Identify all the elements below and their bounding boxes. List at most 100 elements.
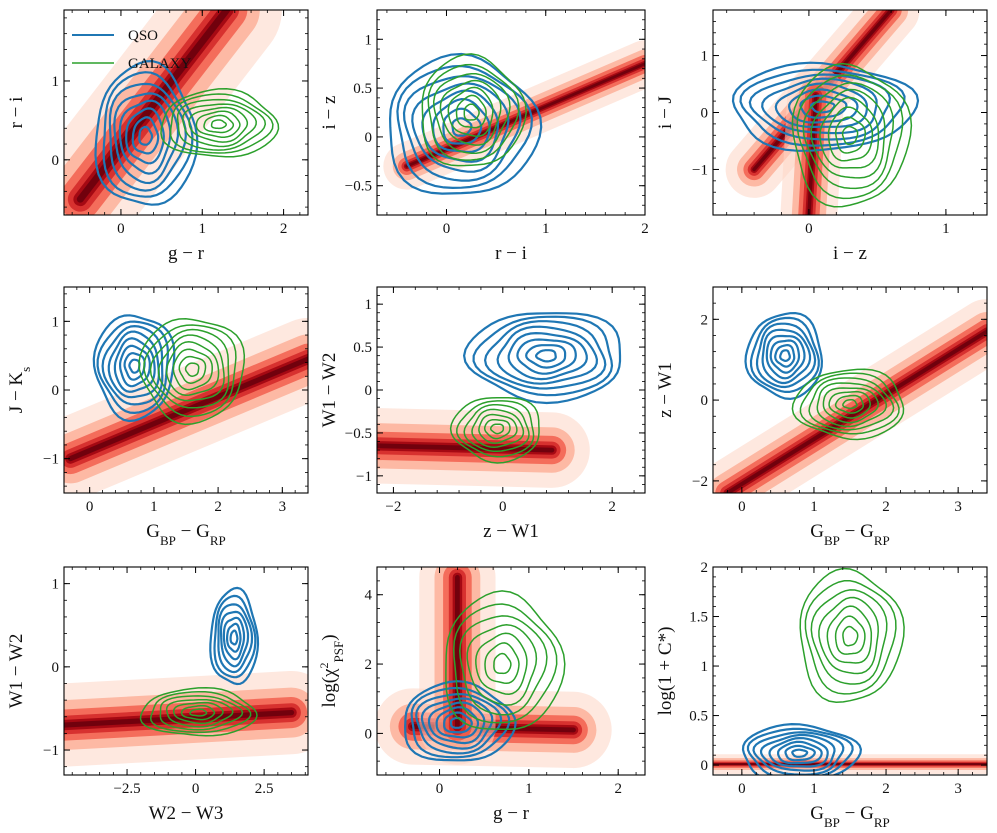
qso-contour-1 — [92, 314, 176, 423]
galaxy-contour-8 — [841, 125, 859, 146]
galaxy-contour-7 — [834, 394, 865, 414]
galaxy-contour-1 — [791, 368, 905, 441]
qso-contour-1 — [741, 722, 863, 775]
y-tick-label: 0 — [701, 106, 709, 122]
x-tick-label: 3 — [954, 499, 962, 515]
y-tick-label: 0 — [365, 130, 373, 146]
galaxy-contour-4 — [182, 103, 257, 148]
y-axis-label: W1 − W2 — [319, 353, 340, 428]
x-tick-label: 0 — [738, 499, 746, 515]
galaxy-contour-2 — [452, 603, 558, 724]
qso-contour-3 — [108, 82, 187, 192]
star-density-1-layer-6 — [64, 709, 295, 728]
y-tick-label: −1 — [43, 452, 59, 468]
galaxy-contour-4 — [471, 408, 525, 448]
y-axis-label: J − Ks — [6, 367, 33, 413]
qso-contour-5 — [113, 337, 156, 393]
galaxy-contour-1 — [421, 53, 527, 167]
x-tick-label: 0 — [192, 781, 200, 797]
galaxy-contour-7 — [489, 423, 505, 435]
galaxy-contour-3 — [802, 82, 895, 190]
galaxy-contour-2 — [796, 74, 904, 200]
y-tick-label: 2 — [701, 312, 709, 328]
qso-contour-2 — [472, 315, 614, 397]
x-tick-label: 1 — [542, 221, 550, 237]
galaxy-contour-6 — [180, 704, 216, 721]
galaxy-contour-1 — [160, 88, 280, 158]
galaxy-contour-2 — [143, 324, 237, 418]
panel-frame — [376, 9, 646, 216]
y-tick-label: 1 — [52, 577, 60, 593]
galaxy-contour-5 — [478, 413, 518, 445]
galaxy-contour-8 — [842, 398, 858, 410]
qso-contour-7 — [784, 744, 816, 762]
legend-galaxy-label: GALAXY — [128, 56, 191, 72]
x-tick-label: 0 — [805, 221, 813, 237]
x-tick-label: 2 — [641, 221, 649, 237]
qso-contour-1 — [462, 312, 622, 405]
qso-contour-2 — [749, 316, 820, 393]
galaxy-contour-6 — [172, 348, 213, 391]
qso-contour-5 — [768, 736, 829, 768]
qso-contour-6 — [431, 97, 491, 154]
y-tick-label: 0 — [52, 153, 60, 169]
qso-contour-5 — [427, 701, 486, 745]
qso-contour-1 — [731, 61, 920, 152]
qso-contour-2 — [410, 686, 511, 759]
x-tick-label: 2 — [280, 221, 288, 237]
galaxy-contour-7 — [493, 652, 512, 675]
qso-contour-7 — [131, 116, 160, 155]
x-tick-label: 1 — [199, 221, 207, 237]
qso-contour-4 — [496, 325, 599, 385]
x-axis-label: GBP − GRP — [146, 521, 225, 548]
qso-contour-5 — [774, 82, 869, 128]
x-tick-label: 2 — [614, 781, 622, 797]
galaxy-contour-2 — [427, 63, 520, 161]
qso-contour-7 — [123, 352, 146, 381]
galaxy-contour-5 — [826, 605, 873, 664]
qso-contour-6 — [787, 88, 859, 124]
qso-contour-7 — [229, 629, 239, 646]
y-tick-label: 2 — [701, 560, 709, 576]
galaxy-contour-3 — [459, 615, 548, 716]
galaxy-contour-3 — [810, 589, 888, 685]
x-tick-label: 1 — [810, 499, 818, 515]
x-tick-label: 2.5 — [255, 781, 274, 797]
panel-frame — [712, 566, 988, 776]
galaxy-contour-6 — [834, 615, 866, 655]
panel-6: 0 1 2 3 −2 0 2 GBP − GRP z − W1 — [655, 286, 988, 548]
galaxy-contour-3 — [159, 695, 244, 731]
galaxy-contour-6 — [828, 390, 871, 419]
qso-contour-4 — [219, 610, 250, 668]
x-tick-label: 0 — [117, 221, 125, 237]
qso-contour-6 — [226, 622, 242, 653]
y-axis-label: log(1 + C*) — [655, 627, 676, 716]
x-axis-label: z − W1 — [483, 521, 539, 542]
qso-contour-1 — [404, 680, 517, 762]
y-tick-label: 1 — [52, 314, 60, 330]
qso-contour-6 — [125, 107, 165, 165]
qso-contour-2 — [96, 320, 170, 415]
y-tick-label: 1 — [701, 659, 709, 675]
qso-contour-5 — [222, 616, 246, 661]
x-axis-label: g − r — [168, 243, 205, 264]
galaxy-contour-8 — [184, 362, 200, 377]
galaxy-contour-5 — [165, 340, 220, 396]
x-tick-label: 0 — [443, 221, 451, 237]
x-tick-label: 2 — [214, 499, 222, 515]
qso-contour-2 — [739, 68, 906, 147]
galaxy-contour-2 — [804, 580, 897, 695]
star-density-1-layer-6 — [67, 356, 308, 462]
galaxy-contour-7 — [834, 116, 867, 154]
qso-contour-3 — [101, 324, 164, 406]
x-tick-label: 2 — [882, 781, 890, 797]
x-tick-label: 1 — [810, 781, 818, 797]
panel-8: 0 1 2 0 2 4 g − r log(χ2PSF) — [317, 566, 646, 824]
panel-2: 0 1 2 −0.5 0 0.5 1 r − i i − z — [319, 9, 649, 264]
galaxy-contour-7 — [189, 708, 208, 717]
x-axis-label: GBP − GRP — [810, 803, 889, 830]
qso-contour-4 — [759, 733, 836, 772]
galaxy-contour-7 — [842, 625, 859, 647]
y-axis-label: i − z — [319, 96, 340, 130]
galaxy-contour-4 — [466, 624, 538, 706]
